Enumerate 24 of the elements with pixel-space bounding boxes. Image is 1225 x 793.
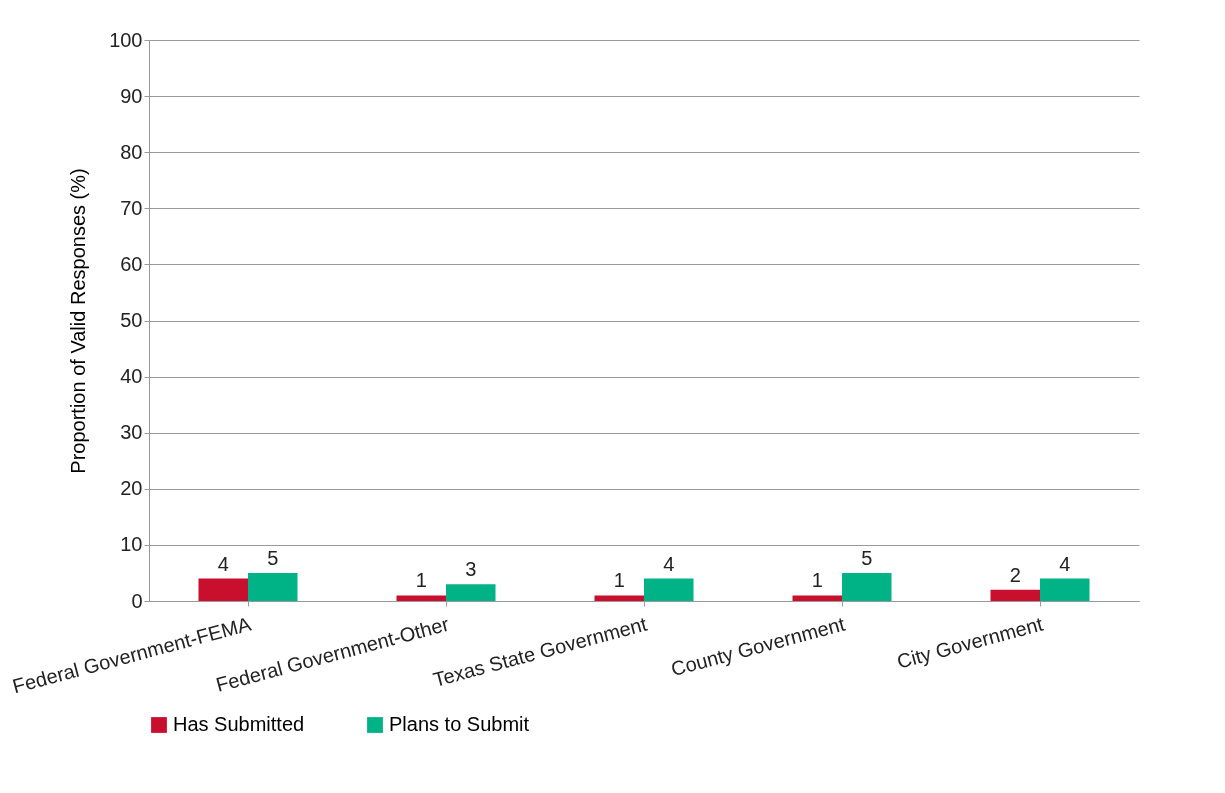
data-label: 5 xyxy=(267,546,279,569)
y-axis-title: Proportion of Valid Responses (%) xyxy=(67,168,90,474)
y-tick-label: 20 xyxy=(120,477,143,500)
y-tick-label: 50 xyxy=(120,309,143,331)
legend-label: Has Submitted xyxy=(173,713,305,735)
y-tick-label: 90 xyxy=(120,84,143,107)
y-tick-label: 80 xyxy=(120,140,143,163)
legend-label: Plans to Submit xyxy=(389,713,530,735)
y-tick-label: 70 xyxy=(120,196,143,219)
y-tick-label: 10 xyxy=(120,533,143,556)
data-label: 4 xyxy=(663,552,675,575)
data-label: 4 xyxy=(1059,552,1071,575)
y-tick-label: 100 xyxy=(109,28,143,51)
y-tick-label: 0 xyxy=(131,589,143,612)
y-tick-label: 60 xyxy=(120,252,143,275)
data-label: 1 xyxy=(415,569,427,592)
data-label: 2 xyxy=(1009,563,1021,586)
y-tick-label: 30 xyxy=(120,421,143,444)
data-label: 1 xyxy=(613,569,625,592)
data-label: 3 xyxy=(465,558,477,581)
y-tick-label: 40 xyxy=(120,365,143,388)
data-label: 1 xyxy=(811,569,823,592)
data-label: 5 xyxy=(861,546,873,569)
data-label: 4 xyxy=(217,552,229,575)
